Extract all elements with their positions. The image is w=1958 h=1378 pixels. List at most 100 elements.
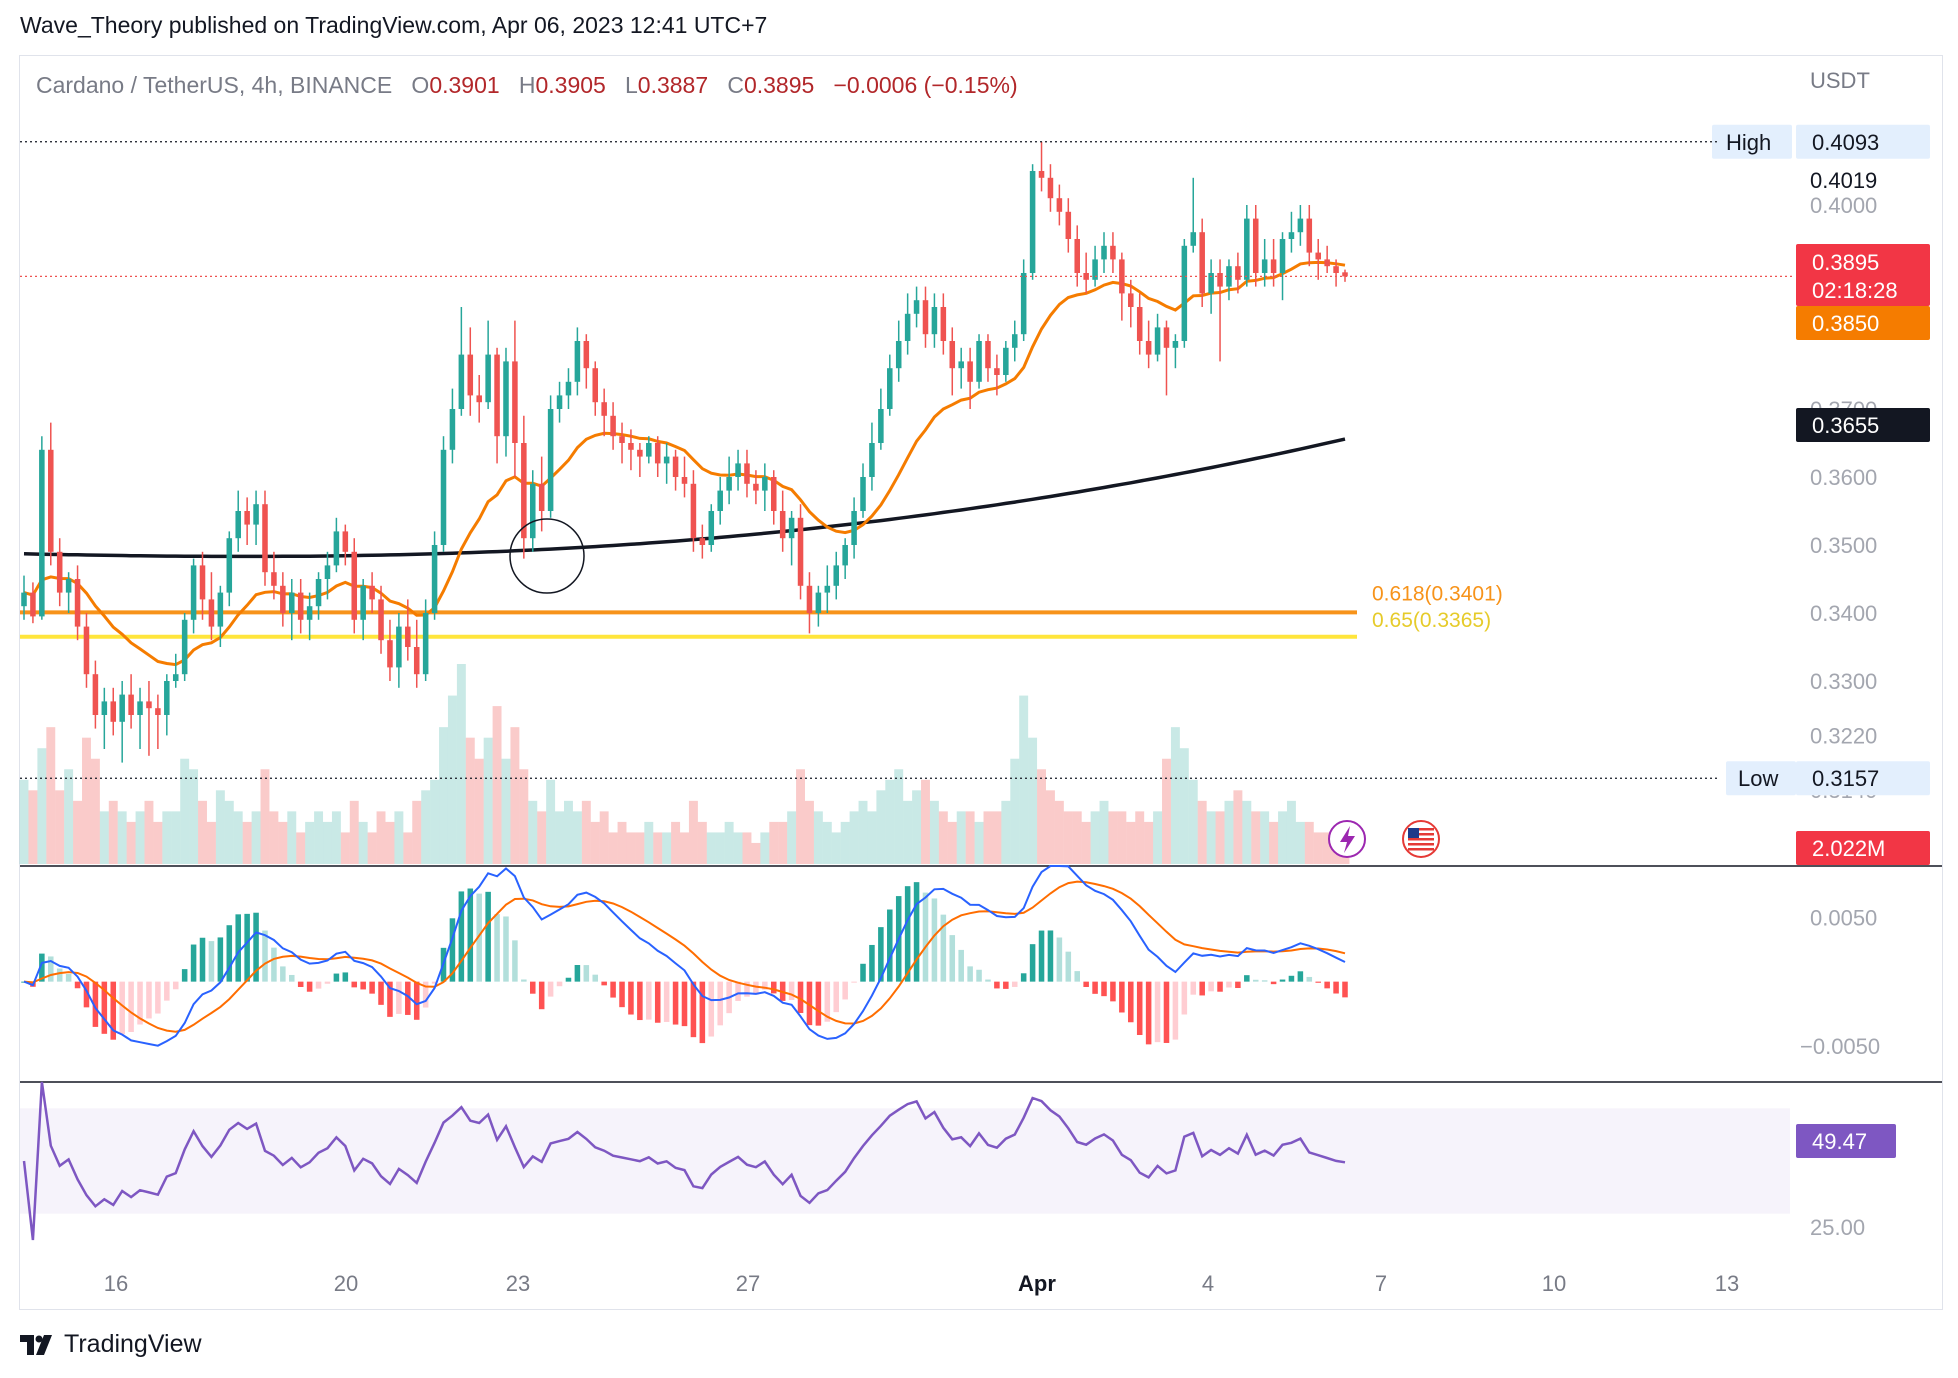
candle-body (654, 443, 661, 464)
volume-bar (564, 800, 573, 864)
candle-body (913, 300, 920, 314)
macd-histogram-bar (413, 981, 420, 1020)
volume-bar (688, 800, 698, 864)
rsi-badge-box (1796, 1124, 1896, 1158)
candle-body (262, 504, 268, 573)
macd-histogram-bar (1252, 979, 1259, 982)
chart-frame[interactable] (19, 55, 1943, 1310)
candle-body (199, 565, 206, 600)
candle-body (422, 613, 429, 675)
volume-bar (55, 790, 65, 864)
volume-bar (769, 821, 779, 864)
macd-histogram-bar (128, 981, 134, 1032)
candle-body (342, 531, 349, 552)
volume-bar (385, 821, 395, 864)
candle-body (155, 708, 161, 715)
candle-body (369, 585, 375, 600)
close-label: C (727, 72, 744, 98)
macd-histogram-bar (931, 898, 938, 982)
macd-histogram-bar (1324, 981, 1330, 989)
macd-histogram-bar (610, 981, 616, 998)
macd-histogram-bar (529, 981, 536, 994)
ema50-line (23, 260, 1346, 667)
volume-bar (1028, 737, 1038, 864)
candle-body (458, 354, 465, 409)
macd-histogram-bar (1003, 981, 1009, 989)
macd-histogram-bar (119, 981, 125, 1035)
macd-histogram-bar (208, 941, 215, 982)
candle-body (994, 368, 1000, 375)
macd-histogram-bar (74, 981, 81, 989)
low-marker-value: 0.3157 (1812, 766, 1879, 791)
candle-body (440, 449, 447, 545)
candle-body (92, 674, 99, 715)
tradingview-logo[interactable]: TradingView (20, 1330, 202, 1359)
macd-histogram-bar (297, 981, 304, 988)
macd-histogram-bar (815, 981, 822, 1026)
volume-bar (822, 821, 832, 864)
candle-body (235, 511, 241, 539)
macd-histogram-bar (1110, 981, 1116, 1002)
candle-body (289, 592, 295, 613)
candle-body (30, 592, 36, 617)
macd-histogram-bar (1342, 981, 1348, 998)
candle-body (663, 456, 670, 464)
volume-bar (992, 811, 1002, 864)
macd-histogram-bar (663, 981, 670, 1022)
macd-histogram-bar (503, 916, 509, 982)
macd-histogram-bar (1083, 981, 1089, 987)
volume-bars (19, 664, 1350, 864)
macd-histogram-bar (1226, 981, 1232, 988)
macd-histogram-bar (92, 981, 99, 1027)
candle-body (431, 545, 438, 613)
volume-bar (929, 800, 939, 864)
candle-body (1074, 239, 1080, 273)
candle-body (74, 579, 81, 627)
volume-bar (1260, 811, 1270, 864)
volume-bar (287, 811, 297, 864)
candle-body (172, 674, 179, 681)
close-value: 0.3895 (743, 72, 815, 98)
volume-bar (1215, 811, 1225, 864)
macd-histogram-bar (458, 891, 465, 982)
macd-histogram-bar (1306, 976, 1313, 982)
volume-bar (456, 664, 466, 864)
macd-histogram-bar (628, 981, 634, 1015)
high-label: H (518, 72, 536, 98)
candle-body (1136, 307, 1143, 341)
macd-histogram-bar (422, 981, 429, 1008)
candle-body (797, 517, 804, 586)
volume-bar (1135, 811, 1145, 864)
macd-axis-tick: −0.0050 (1800, 1034, 1880, 1059)
macd-histogram-bar (922, 892, 929, 982)
rsi-line (22, 1081, 1346, 1241)
volume-bar (760, 832, 770, 864)
macd-histogram-bar (797, 981, 804, 1014)
volume-bar (849, 811, 859, 864)
candle-body (396, 626, 402, 668)
candle-body (1047, 177, 1054, 199)
candle-body (895, 341, 902, 369)
macd-histogram-bar (1128, 981, 1134, 1023)
us-flag-canton (1408, 828, 1419, 838)
volume-bar (73, 800, 83, 864)
macd-histogram-bar (904, 886, 911, 982)
rsi-band (20, 1108, 1790, 1214)
candle-body (1056, 198, 1063, 212)
candle-body (280, 585, 286, 613)
candle-body (878, 409, 884, 443)
macd-histogram-bar (538, 981, 545, 1010)
candle-body (360, 585, 366, 620)
macd-histogram-bar (547, 981, 554, 997)
candle-body (208, 599, 215, 627)
us-flag-stripe (1408, 828, 1434, 831)
volume-bar (90, 758, 100, 864)
macd-histogram-bar (360, 981, 366, 990)
volume-bar (233, 811, 243, 864)
macd-histogram-bar (1208, 981, 1214, 992)
macd-histogram-bar (512, 940, 518, 982)
macd-histogram-bar (1101, 981, 1107, 997)
volume-bar (1063, 811, 1073, 864)
volume-bar (965, 811, 975, 864)
